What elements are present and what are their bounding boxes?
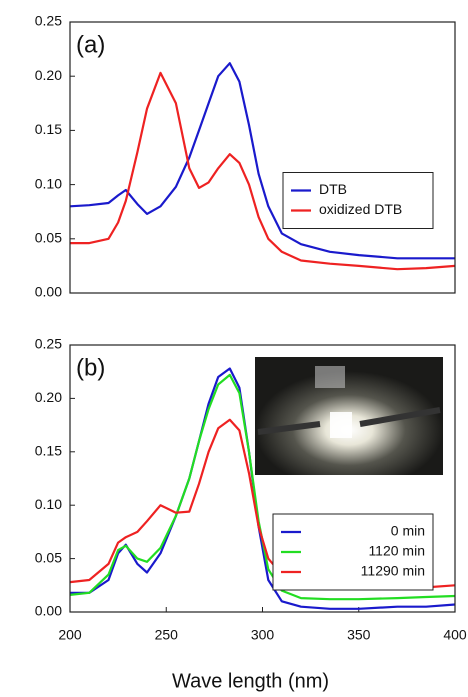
x-tick-label: 200 (58, 627, 82, 643)
data-line (69, 62, 455, 260)
y-tick-label: 0.20 (35, 67, 62, 83)
legend-label: 11290 min (361, 563, 425, 579)
y-tick-label: 0.25 (35, 336, 62, 352)
y-tick-label: 0.00 (35, 603, 62, 619)
x-axis-title: Wave length (nm) (172, 670, 329, 692)
legend-label: DTB (319, 181, 347, 197)
y-tick-label: 0.05 (35, 549, 62, 565)
plot-frame (69, 344, 456, 613)
data-line (70, 367, 456, 610)
x-tick-label: 350 (347, 627, 371, 643)
y-tick-label: 0.10 (35, 175, 62, 191)
legend-label: 1120 min (368, 543, 425, 559)
y-tick-label: 0.15 (35, 121, 62, 137)
data-line (69, 373, 456, 601)
x-tick-label: 300 (251, 627, 275, 643)
y-tick-label: 0.00 (35, 284, 62, 300)
data-line (70, 71, 456, 271)
y-tick-label: 0.20 (35, 389, 62, 405)
y-tick-label: 0.05 (35, 230, 62, 246)
x-tick-label: 400 (443, 627, 467, 643)
legend-label: 0 min (391, 523, 425, 539)
inset-photo (255, 357, 443, 475)
legend-label: oxidized DTB (319, 201, 402, 217)
panel-label: (a) (76, 31, 105, 58)
y-tick-label: 0.15 (35, 443, 62, 459)
x-tick-label: 250 (155, 627, 179, 643)
panel-label: (b) (76, 354, 105, 381)
y-tick-label: 0.10 (35, 496, 62, 512)
y-tick-label: 0.25 (35, 13, 62, 29)
plot-frame (69, 21, 456, 294)
legend-box (282, 172, 434, 229)
